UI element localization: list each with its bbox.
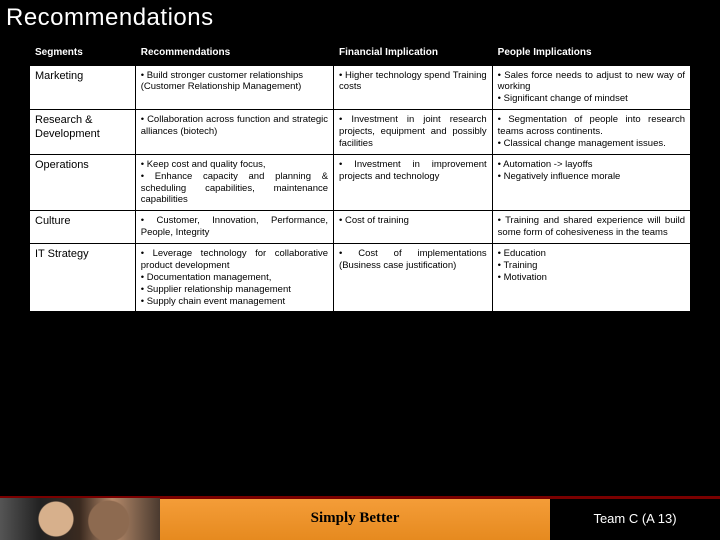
cell-segment: Marketing [30,65,136,110]
col-header-segments: Segments [30,42,136,66]
footer-photo [0,496,160,540]
table-row: IT Strategy• Leverage technology for col… [30,244,691,312]
cell-people: • Training and shared experience will bu… [492,211,690,244]
col-header-people: People Implications [492,42,690,66]
cell-recommendation: • Keep cost and quality focus, • Enhance… [135,154,333,211]
footer: Simply Better Team C (A 13) [0,496,720,540]
recommendations-table: Segments Recommendations Financial Impli… [29,41,691,312]
col-header-financial: Financial Implication [334,42,493,66]
cell-segment: Operations [30,154,136,211]
cell-people: • Segmentation of people into research t… [492,110,690,155]
footer-right: Team C (A 13) [550,496,720,540]
cell-financial: • Higher technology spend Training costs [334,65,493,110]
cell-segment: Culture [30,211,136,244]
slide: Recommendations Segments Recommendations… [0,0,720,540]
cell-financial: • Cost of training [334,211,493,244]
cell-recommendation: • Leverage technology for collaborative … [135,244,333,312]
cell-recommendation: • Customer, Innovation, Performance, Peo… [135,211,333,244]
cell-segment: IT Strategy [30,244,136,312]
table-header-row: Segments Recommendations Financial Impli… [30,42,691,66]
cell-financial: • Investment in joint research projects,… [334,110,493,155]
cell-people: • Education • Training • Motivation [492,244,690,312]
footer-center: Simply Better [160,496,550,540]
table-row: Marketing• Build stronger customer relat… [30,65,691,110]
recommendations-table-wrap: Segments Recommendations Financial Impli… [28,40,692,313]
cell-financial: • Investment in improvement projects and… [334,154,493,211]
cell-recommendation: • Build stronger customer relationships … [135,65,333,110]
table-row: Operations• Keep cost and quality focus,… [30,154,691,211]
cell-recommendation: • Collaboration across function and stra… [135,110,333,155]
table-row: Research & Development• Collaboration ac… [30,110,691,155]
footer-right-text: Team C (A 13) [593,511,676,526]
footer-center-text: Simply Better [311,510,400,527]
col-header-recommendations: Recommendations [135,42,333,66]
cell-people: • Automation -> layoffs • Negatively inf… [492,154,690,211]
cell-financial: • Cost of implementations (Business case… [334,244,493,312]
cell-people: • Sales force needs to adjust to new way… [492,65,690,110]
slide-title: Recommendations [0,0,720,40]
table-row: Culture• Customer, Innovation, Performan… [30,211,691,244]
cell-segment: Research & Development [30,110,136,155]
table-body: Marketing• Build stronger customer relat… [30,65,691,312]
